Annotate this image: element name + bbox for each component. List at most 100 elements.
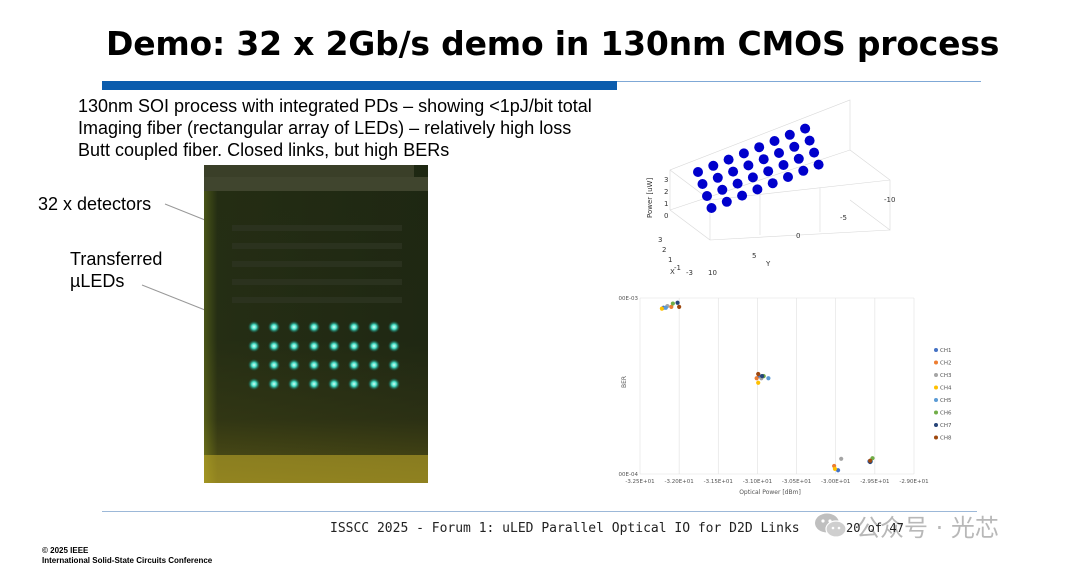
legend-label: CH4 xyxy=(940,386,952,392)
power-dot xyxy=(743,160,754,171)
data-point-ch4 xyxy=(832,466,838,471)
legend-swatch xyxy=(934,423,938,427)
led-spot xyxy=(288,378,300,390)
led-spot xyxy=(348,378,360,390)
led-spot xyxy=(328,340,340,352)
legend-swatch xyxy=(934,410,938,415)
legend-label: CH3 xyxy=(940,373,952,379)
legend-swatch xyxy=(934,348,938,352)
legend-label: CH6 xyxy=(940,411,952,417)
ber-scatter-chart: -3.25E+01 -3.20E+01 -3.15E+01 -3.10E+01 -3.0… xyxy=(618,296,952,496)
legend-label: CH8 xyxy=(940,436,952,442)
led-spot xyxy=(308,321,320,333)
x-tick-label: -2.95E+01 xyxy=(860,479,889,485)
led-spot xyxy=(368,359,380,371)
led-spot xyxy=(308,378,320,390)
led-spot xyxy=(388,359,400,371)
led-spot xyxy=(388,340,400,352)
led-spot xyxy=(268,378,280,390)
y-tick: 10 xyxy=(708,269,717,277)
power-dot-array xyxy=(693,123,824,213)
led-array xyxy=(248,321,400,390)
power-dot xyxy=(754,142,765,153)
power-3d-plot: 3 2 1 0 3 2 1 -1 -3 10 5 0 -5 -10 X Y Po… xyxy=(646,99,895,277)
y-axis-label: BER xyxy=(621,376,628,388)
leader-line-uleds xyxy=(141,284,211,313)
power-dot xyxy=(721,196,732,207)
power-dot xyxy=(708,160,719,171)
led-spot xyxy=(348,321,360,333)
data-point-ch7 xyxy=(760,373,765,379)
power-dot xyxy=(737,190,748,201)
data-point-ch2 xyxy=(754,376,759,381)
data-point-ch8 xyxy=(677,304,682,310)
data-point-ch8 xyxy=(868,458,873,463)
x-tick-label: -3.15E+01 xyxy=(704,479,733,485)
power-dot xyxy=(702,191,712,201)
power-dot xyxy=(697,179,708,189)
power-dot xyxy=(774,148,784,158)
power-dot xyxy=(723,154,734,165)
power-dot xyxy=(798,165,809,176)
data-point-ch4 xyxy=(756,380,761,385)
led-spot xyxy=(288,340,300,352)
callout-detectors: 32 x detectors xyxy=(38,194,152,214)
legend-swatch xyxy=(934,435,938,440)
copyright-line: © 2025 IEEE xyxy=(42,546,89,555)
legend-swatch xyxy=(934,385,938,390)
watermark-text: 公众号 · 光芯 xyxy=(856,514,999,542)
power-dot xyxy=(783,172,793,182)
power-dot xyxy=(752,184,763,195)
led-spot xyxy=(348,340,360,352)
watermark: 公众号 · 光芯 xyxy=(814,508,999,543)
y-tick-label: 1.00E-04 xyxy=(618,472,638,478)
legend-swatch xyxy=(934,398,938,402)
led-spot xyxy=(388,378,400,390)
legend-label: CH7 xyxy=(940,423,952,429)
data-point-ch2 xyxy=(669,304,674,310)
power-dot xyxy=(738,148,749,159)
led-spot xyxy=(288,321,300,333)
data-point-ch5 xyxy=(766,376,771,381)
legend-swatch xyxy=(934,360,938,365)
x-tick-label: -2.90E+01 xyxy=(899,479,928,485)
x-tick-label: -3.25E+01 xyxy=(625,479,654,485)
power-dot xyxy=(712,172,723,183)
z-tick: 0 xyxy=(664,212,668,220)
title-accent-bar xyxy=(102,81,617,90)
bullet-item: 130nm SOI process with integrated PDs – … xyxy=(78,96,592,116)
z-tick: 2 xyxy=(664,188,668,196)
led-spot xyxy=(248,340,260,352)
led-spot xyxy=(368,321,380,333)
led-spot xyxy=(248,378,260,390)
power-dot xyxy=(784,129,795,140)
power-dot xyxy=(789,141,800,152)
x-tick: -1 xyxy=(674,264,681,272)
slide-title: Demo: 32 x 2Gb/s demo in 130nm CMOS proc… xyxy=(106,24,1000,63)
x-tick: 2 xyxy=(662,246,666,254)
power-dot xyxy=(800,123,811,134)
footer-divider xyxy=(102,511,977,512)
x-tick: 3 xyxy=(658,236,662,244)
wechat-icon xyxy=(815,513,847,538)
callout-uleds-line2: µLEDs xyxy=(70,271,125,291)
legend-label: CH1 xyxy=(940,348,951,354)
power-dot xyxy=(809,147,820,158)
led-spot xyxy=(248,321,260,333)
x-tick-label: -3.20E+01 xyxy=(664,479,693,485)
data-point-ch4 xyxy=(659,306,665,311)
x-tick-label: -3.00E+01 xyxy=(821,479,850,485)
led-spot xyxy=(348,359,360,371)
data-point-ch7 xyxy=(675,300,680,305)
power-dot xyxy=(732,178,743,189)
legend-label: CH2 xyxy=(940,361,951,367)
page-number: 20 of 47 xyxy=(846,521,904,535)
led-spot xyxy=(308,340,320,352)
power-dot xyxy=(717,184,728,195)
power-dot xyxy=(804,135,815,146)
x-axis-label: X xyxy=(670,268,675,276)
power-dot xyxy=(778,160,789,170)
power-dot xyxy=(693,167,703,177)
led-spot xyxy=(328,359,340,371)
x-tick: -3 xyxy=(686,269,693,277)
